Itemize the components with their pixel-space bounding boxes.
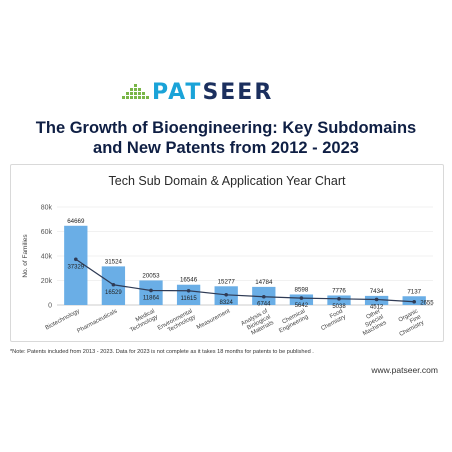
bar-value-label: 20053: [142, 272, 160, 279]
y-axis-label: No. of Families: [22, 234, 29, 278]
x-tick-label: ChemicalEngineering: [275, 308, 309, 334]
headline-line-2: and New Patents from 2012 - 2023: [93, 139, 359, 157]
line-value-label: 5038: [332, 304, 346, 310]
x-tick-label: OtherSpecialMachines: [356, 308, 388, 337]
bar-value-label: 16546: [180, 277, 198, 284]
x-tick-label-line: Food: [329, 308, 344, 320]
bar: [64, 225, 88, 305]
line-value-label: 16529: [105, 290, 122, 296]
x-tick-label: Analysis ofBiologicalMaterials: [240, 308, 275, 339]
y-tick-label: 40k: [41, 254, 53, 261]
y-tick-label: 20k: [41, 278, 53, 285]
chart-card: Tech Sub Domain & Application Year Chart…: [10, 164, 444, 342]
bar-value-label: 7776: [332, 287, 346, 294]
line-point: [224, 293, 228, 297]
line-point: [262, 294, 266, 299]
x-tick-label: Pharmaceuticals: [76, 308, 118, 334]
line-point: [337, 297, 341, 301]
x-tick-label-line: Fine: [409, 314, 423, 325]
bar: [139, 280, 163, 305]
bar-value-label: 15277: [218, 278, 236, 285]
y-tick-label: 60k: [41, 229, 53, 236]
bar: [176, 284, 201, 305]
footnote: *Note: Patents included from 2013 - 2023…: [10, 349, 314, 355]
line-value-label: 11864: [143, 295, 160, 301]
line-value-label: 6744: [257, 302, 271, 308]
bar-value-label: 64669: [67, 218, 85, 225]
line-point: [149, 288, 153, 293]
bar-value-label: 7434: [370, 288, 384, 295]
line-value-label: 11615: [180, 296, 197, 302]
x-tick-label-line: Measurement: [196, 308, 231, 331]
y-tick-label: 80k: [41, 205, 53, 212]
x-tick-label: MedicalTechnology: [126, 308, 159, 333]
line-point: [299, 296, 304, 300]
chart-title: Tech Sub Domain & Application Year Chart: [108, 174, 346, 188]
bar-value-label: 14784: [255, 279, 273, 286]
x-tick-label: Biotechnology: [45, 308, 81, 331]
website-link[interactable]: www.patseer.com: [371, 365, 438, 375]
x-tick-label: EnvironmentalTechnology: [157, 308, 197, 337]
bar-value-label: 7137: [407, 288, 421, 295]
page-headline: The Growth of Bioengineering: Key Subdom…: [0, 118, 452, 158]
line-value-label: 37329: [67, 264, 84, 270]
bar-line-chart: 0 20k 40k 60k 80k No. of Families 64669 31524 20…: [22, 205, 434, 339]
line-point: [412, 299, 417, 304]
x-tick-label: OrganicFineChemistry: [392, 308, 425, 338]
patseer-logo: PATSEER: [0, 80, 452, 106]
x-tick-label-line: Pharmaceuticals: [76, 308, 118, 334]
headline-line-1: The Growth of Bioengineering: Key Subdom…: [35, 119, 417, 137]
line-value-label: 8324: [220, 300, 234, 306]
logo-wordmark: PATSEER: [152, 80, 273, 106]
line-value-label: 4512: [370, 304, 384, 310]
x-tick-label: FoodChemistry: [317, 308, 347, 332]
patseer-logo-icon: [122, 84, 149, 99]
bar-value-label: 8598: [295, 286, 309, 293]
bar-value-label: 31524: [105, 258, 123, 265]
x-tick-label: Measurement: [196, 308, 231, 331]
line-value-label: 5642: [295, 303, 309, 309]
line-point: [74, 257, 78, 262]
line-value-label: 2655: [420, 301, 434, 307]
x-tick-label-line: Biotechnology: [45, 308, 81, 331]
line-point: [186, 288, 191, 293]
logo-word-seer: SEER: [202, 80, 274, 105]
y-tick-label: 0: [48, 303, 52, 310]
logo-word-pat: PAT: [152, 80, 203, 105]
series-line: [75, 258, 415, 303]
line-point: [374, 297, 379, 302]
line-point: [111, 282, 116, 287]
